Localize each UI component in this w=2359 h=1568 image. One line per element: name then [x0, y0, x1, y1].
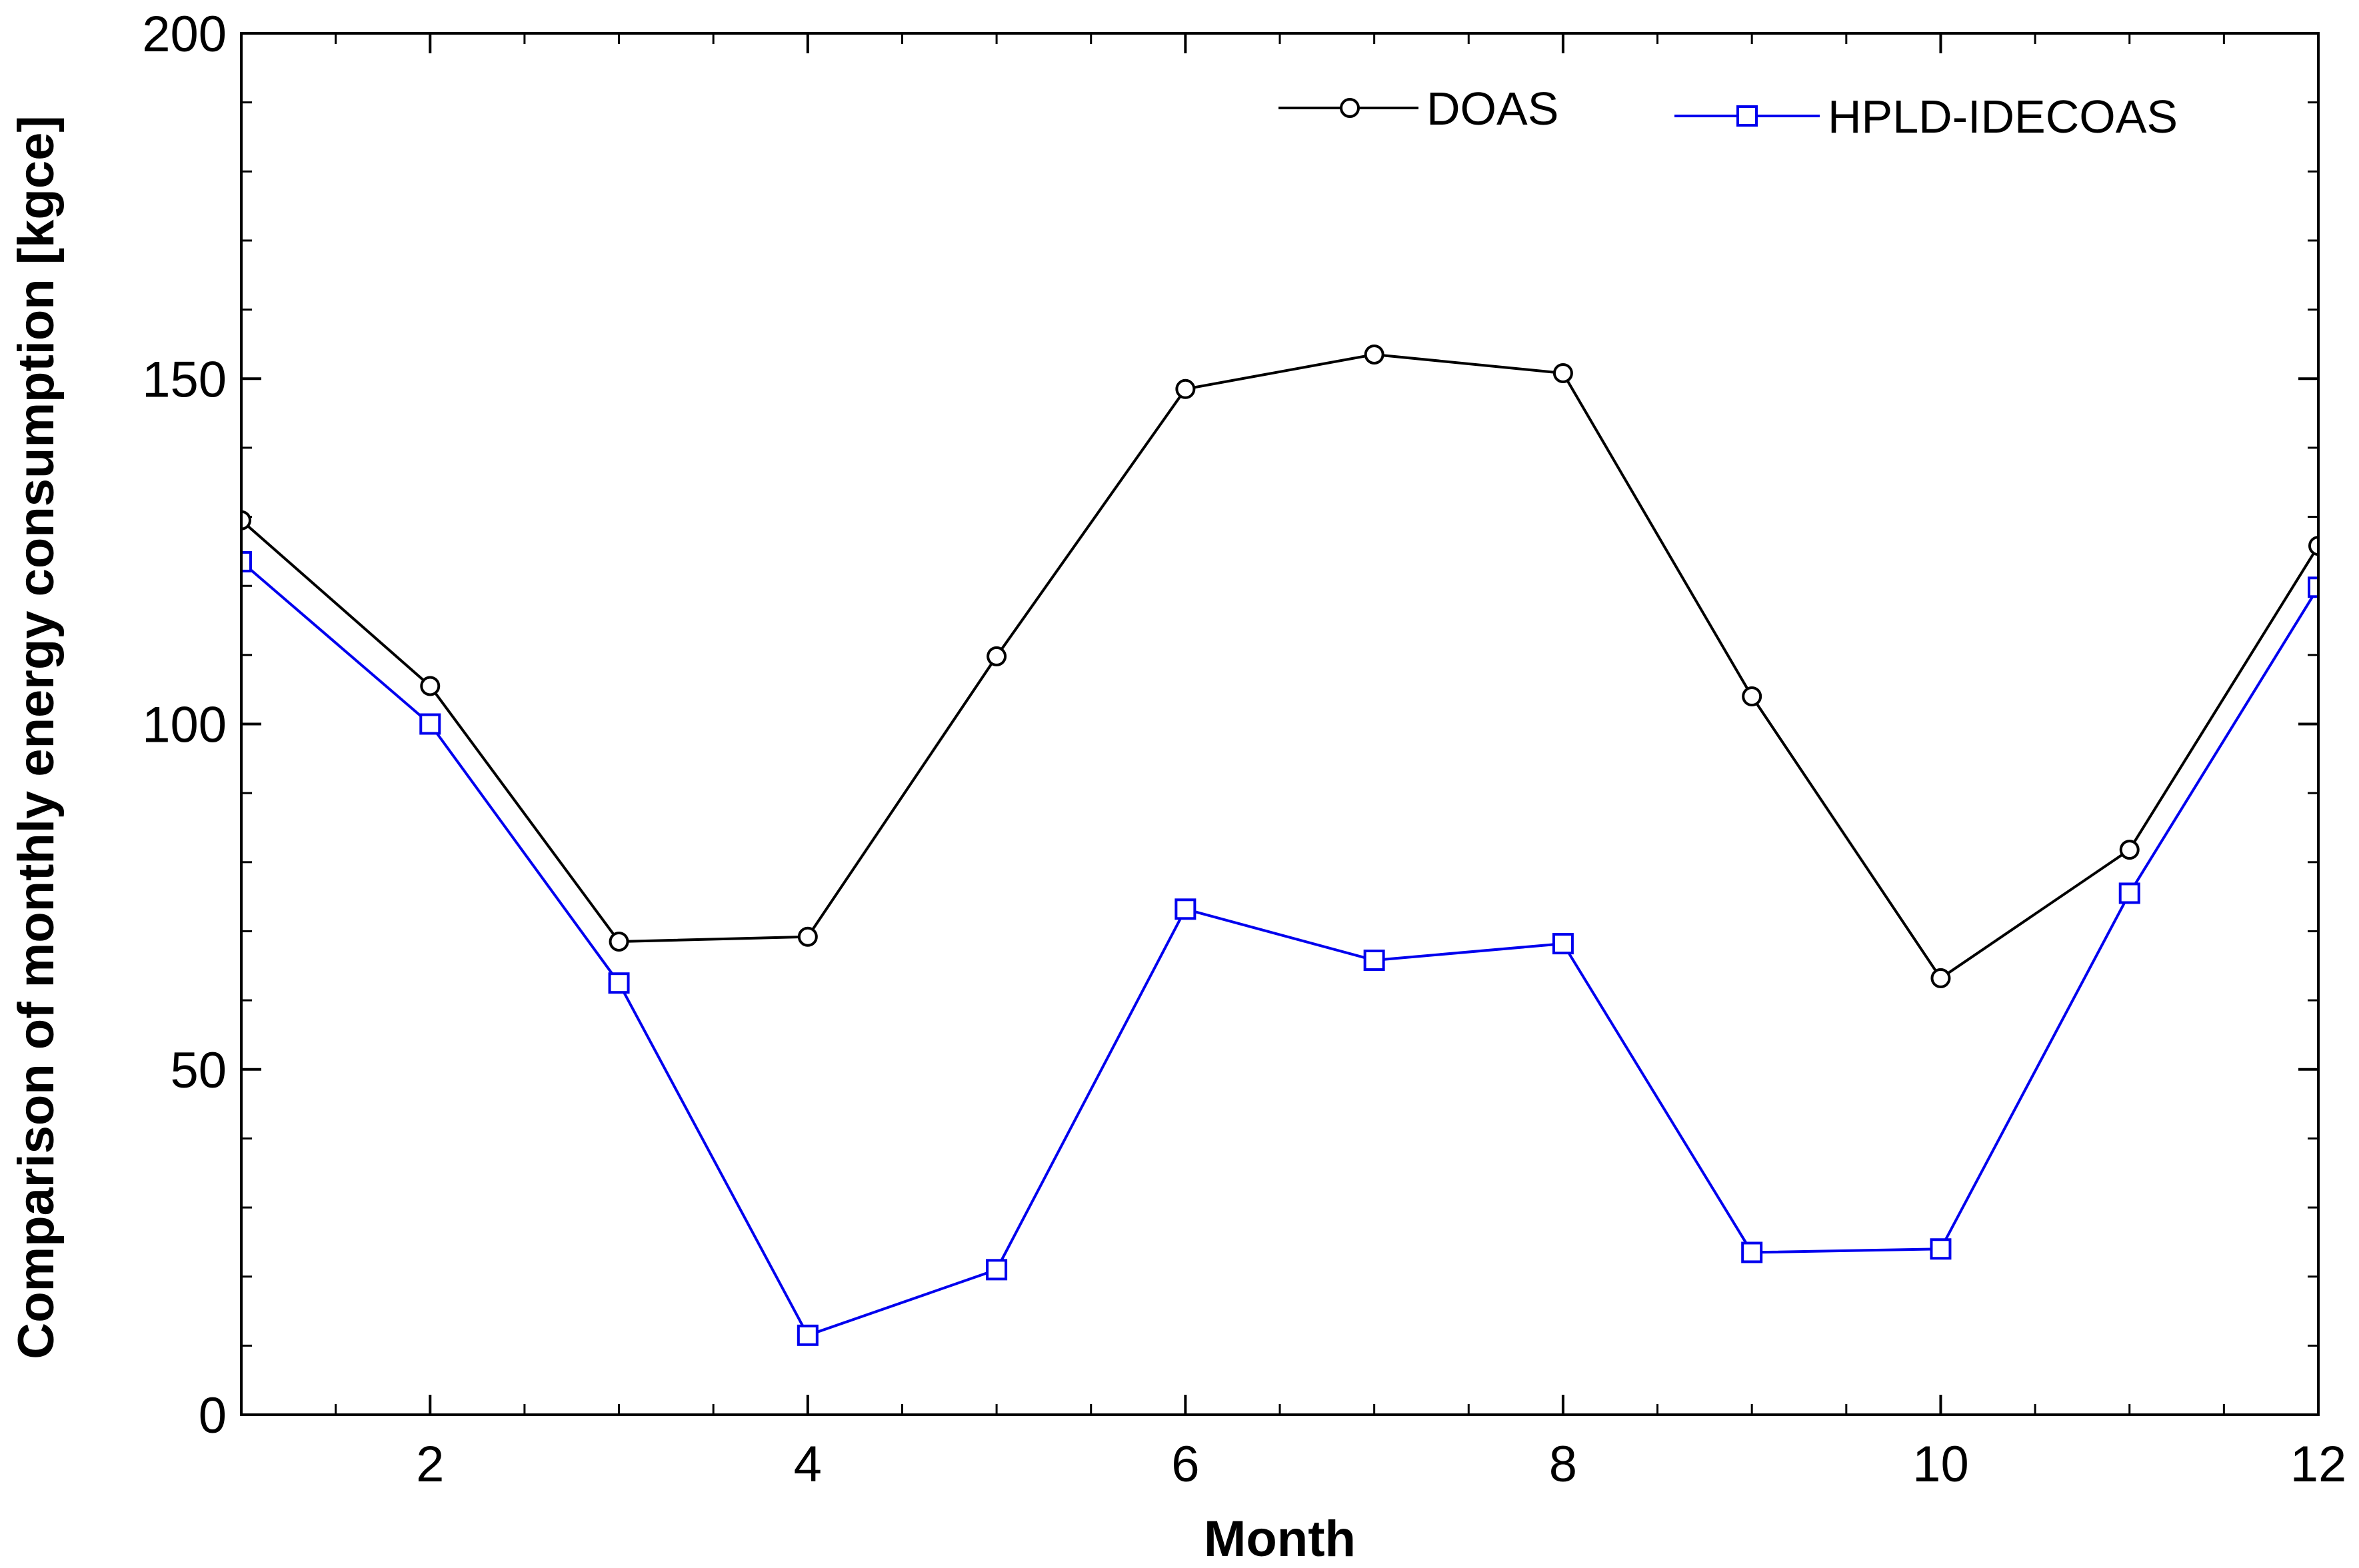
- x-tick-label: 6: [1171, 1436, 1199, 1493]
- data-point-hpld-idecoas: [419, 713, 441, 735]
- data-point-doas: [241, 510, 251, 530]
- x-axis-title: Month: [1204, 1511, 1356, 1567]
- legend-marker-doas: [1340, 98, 1360, 118]
- data-point-doas: [420, 676, 441, 696]
- data-point-hpld-idecoas: [2308, 576, 2318, 598]
- y-tick-label: 150: [142, 351, 227, 408]
- data-point-doas: [1930, 968, 1951, 988]
- x-tick-label: 12: [2290, 1436, 2347, 1493]
- legend: DOAS HPLD-IDECOAS: [1278, 83, 2178, 143]
- legend-item-hpld-idecoas: HPLD-IDECOAS: [1674, 91, 2178, 143]
- data-point-hpld-idecoas: [1930, 1238, 1952, 1260]
- x-tick-label: 10: [1912, 1436, 1969, 1493]
- data-point-doas: [1364, 344, 1384, 365]
- data-point-doas: [2308, 536, 2318, 556]
- y-tick-labels: 0 50 100 150 200: [142, 6, 227, 1444]
- y-tick-label: 50: [170, 1042, 227, 1099]
- data-point-doas: [987, 646, 1007, 666]
- y-tick-label: 200: [142, 6, 227, 63]
- data-point-doas: [797, 926, 818, 947]
- x-tick-label: 2: [416, 1436, 444, 1493]
- series-hpld-idecoas: [241, 550, 2318, 1346]
- series-layer: [241, 344, 2318, 1346]
- data-point-hpld-idecoas: [1363, 949, 1385, 971]
- x-tick-label: 4: [794, 1436, 822, 1493]
- minor-ticks: [240, 33, 2318, 1415]
- legend-label-hpld-idecoas: HPLD-IDECOAS: [1828, 91, 2178, 143]
- data-point-hpld-idecoas: [2118, 882, 2140, 904]
- data-point-doas: [2119, 840, 2140, 860]
- data-point-hpld-idecoas: [986, 1259, 1008, 1281]
- data-point-doas: [1742, 686, 1762, 707]
- x-tick-labels: 2 4 6 8 10 12: [416, 1436, 2346, 1493]
- y-axis-title: Comparison of monthly energy consumption…: [8, 115, 65, 1359]
- data-point-hpld-idecoas: [241, 550, 252, 572]
- data-point-doas: [1552, 363, 1573, 383]
- data-point-hpld-idecoas: [1741, 1241, 1763, 1263]
- data-point-hpld-idecoas: [1175, 898, 1196, 920]
- series-line-doas: [241, 353, 2318, 980]
- series-doas: [241, 344, 2318, 988]
- data-point-doas: [609, 931, 629, 952]
- data-point-doas: [1175, 379, 1196, 399]
- plot-frame: [240, 32, 2320, 1416]
- data-point-hpld-idecoas: [608, 972, 630, 994]
- legend-item-doas: DOAS: [1278, 83, 1558, 135]
- legend-marker-hpld-idecoas: [1736, 105, 1758, 127]
- series-line-hpld-idecoas: [241, 560, 2318, 1337]
- x-tick-label: 8: [1549, 1436, 1577, 1493]
- data-point-hpld-idecoas: [797, 1324, 819, 1346]
- major-ticks: [241, 32, 2320, 1416]
- y-tick-label: 100: [142, 697, 227, 754]
- data-point-hpld-idecoas: [1552, 933, 1574, 955]
- legend-label-doas: DOAS: [1426, 83, 1558, 135]
- y-tick-label: 0: [199, 1387, 227, 1444]
